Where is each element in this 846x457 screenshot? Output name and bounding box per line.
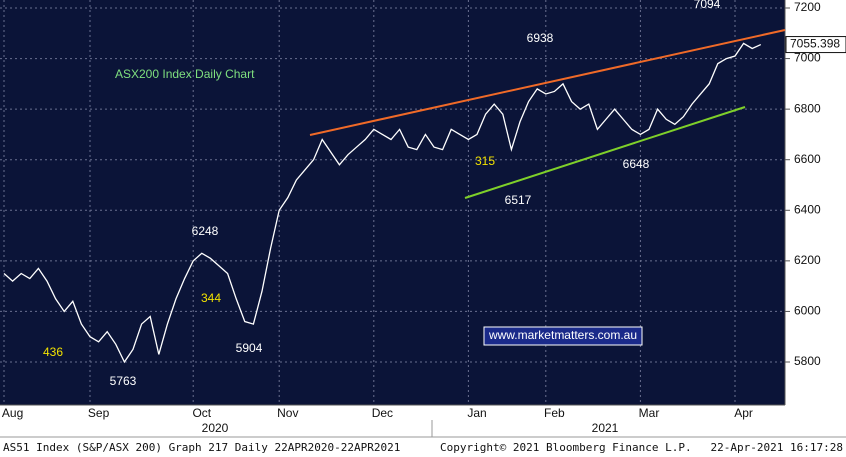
grid bbox=[0, 0, 785, 405]
annotation: 6938 bbox=[527, 31, 554, 45]
x-tick-label: Feb bbox=[544, 406, 565, 420]
x-tick-label: Mar bbox=[639, 406, 660, 420]
lower-trend-line bbox=[464, 106, 746, 199]
y-tick-label: 5800 bbox=[794, 354, 821, 368]
annotation: 6248 bbox=[192, 224, 219, 238]
footer-right: 22-Apr-2021 16:17:28 bbox=[711, 441, 843, 454]
y-tick-label: 7200 bbox=[794, 0, 821, 14]
marks bbox=[3, 42, 762, 364]
y-tick-label: 7000 bbox=[794, 51, 821, 65]
watermark-box bbox=[483, 326, 643, 346]
upper-trend-line bbox=[309, 29, 786, 136]
footer-center: Copyright© 2021 Bloomberg Finance L.P. bbox=[440, 441, 692, 454]
annotation: 6648 bbox=[623, 157, 650, 171]
watermark: www.marketmatters.com.au bbox=[488, 328, 637, 342]
y-tick-label: 6600 bbox=[794, 152, 821, 166]
annotation: 5763 bbox=[110, 374, 137, 388]
annotation: 6517 bbox=[505, 193, 532, 207]
x-tick-label: Nov bbox=[277, 406, 298, 420]
chart-title: ASX200 Index Daily Chart bbox=[115, 67, 255, 81]
y-tick-label: 6000 bbox=[794, 304, 821, 318]
x-tick-label: Apr bbox=[734, 406, 753, 420]
annotation: 7094 bbox=[694, 0, 721, 11]
y-tick-label: 6800 bbox=[794, 101, 821, 115]
annotation: 5904 bbox=[236, 341, 263, 355]
plot-background bbox=[0, 0, 785, 405]
y-tick-label: 6400 bbox=[794, 202, 821, 216]
x-tick-label: Dec bbox=[372, 406, 393, 420]
last-price-box bbox=[785, 36, 846, 54]
annotation: 315 bbox=[475, 154, 495, 168]
x-tick-label: Sep bbox=[88, 406, 110, 420]
x-tick-label: Jan bbox=[467, 406, 486, 420]
annotation: 344 bbox=[201, 291, 221, 305]
annotation: 436 bbox=[43, 345, 63, 359]
year-label: 2021 bbox=[592, 421, 619, 435]
year-label: 2020 bbox=[202, 421, 229, 435]
price-line bbox=[3, 42, 762, 364]
y-tick-label: 6200 bbox=[794, 253, 821, 267]
last-price-label: 7055.398 bbox=[790, 37, 840, 51]
x-tick-label: Aug bbox=[2, 406, 23, 420]
footer-left: AS51 Index (S&P/ASX 200) Graph 217 Daily… bbox=[3, 441, 400, 454]
x-tick-label: Oct bbox=[192, 406, 211, 420]
